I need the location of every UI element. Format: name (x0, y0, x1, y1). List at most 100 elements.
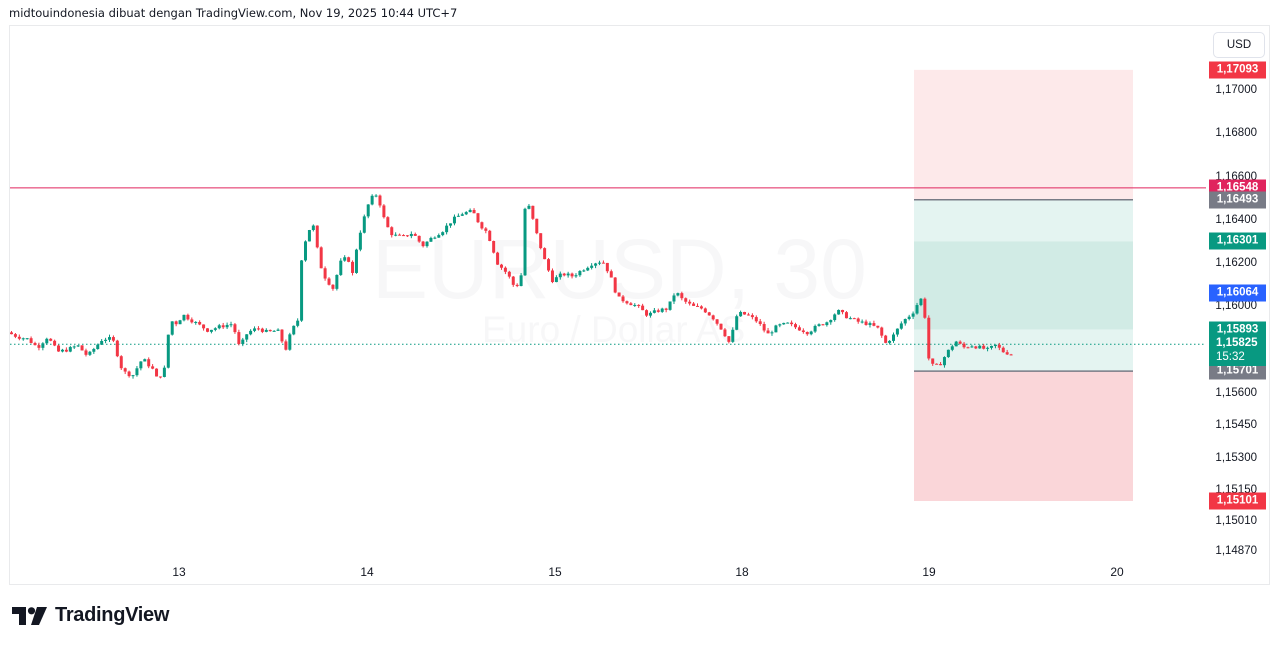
price-tick: 1,16200 (1215, 257, 1257, 270)
candle-down (539, 233, 543, 249)
candle-down (221, 325, 225, 328)
candle-down (402, 235, 405, 237)
time-tick: 18 (735, 565, 749, 579)
candle-up (311, 225, 315, 231)
candle-up (25, 338, 29, 340)
candle-down (268, 329, 272, 332)
candle-down (174, 321, 178, 325)
candle-down (198, 321, 202, 325)
candle-up (672, 295, 676, 302)
candle-down (974, 346, 978, 349)
candle-down (29, 338, 33, 343)
time-axis[interactable]: 13 14 15 18 19 20 (10, 560, 1206, 584)
candle-down (53, 340, 57, 346)
candle-down (641, 305, 645, 311)
candle-up (354, 249, 358, 273)
candle-up (162, 367, 166, 377)
candle-down (637, 304, 641, 306)
candle-up (954, 341, 958, 347)
candle-down (492, 240, 496, 253)
candle-down (10, 332, 13, 335)
candle-up (911, 313, 915, 317)
candle-down (656, 310, 660, 312)
candle-up (590, 265, 594, 268)
time-tick: 19 (922, 565, 936, 579)
candle-up (860, 321, 864, 323)
candle-down (688, 301, 692, 304)
long-target-zone-extended (914, 241, 1133, 330)
chart-frame (9, 25, 1270, 585)
candle-up (96, 344, 100, 350)
candle-down (323, 268, 327, 279)
candle-up (660, 308, 664, 312)
candle-down (484, 228, 488, 231)
candle-down (790, 322, 794, 325)
price-axis[interactable]: 1,17000 1,16800 1,16600 1,16400 1,16200 1,160… (1206, 26, 1269, 584)
candle-up (915, 305, 919, 314)
candle-down (743, 311, 747, 315)
candle-up (343, 257, 347, 261)
candle-up (304, 241, 307, 261)
candle-down (625, 301, 629, 304)
candle-down (256, 328, 260, 330)
candle-up (648, 312, 652, 316)
candle-up (786, 322, 790, 324)
candle-up (370, 195, 374, 205)
bar-countdown: 15:32 (1216, 351, 1245, 364)
chart-plot-area[interactable]: EURUSD, 30 Euro / Dollar AS (10, 26, 1206, 556)
candle-down (876, 325, 880, 328)
candle-down (398, 234, 402, 236)
candle-up (668, 301, 672, 310)
candle-up (731, 329, 735, 342)
price-label: 1,15893 (1209, 321, 1266, 339)
candle-down (958, 341, 962, 344)
candle-up (264, 329, 268, 332)
candle-down (206, 328, 209, 332)
candle-down (496, 252, 500, 265)
candle-down (13, 334, 17, 337)
candle-up (249, 330, 253, 335)
candle-up (449, 223, 453, 226)
candle-up (554, 277, 558, 283)
candle-down (664, 308, 668, 310)
currency-button[interactable]: USD (1213, 32, 1265, 58)
candle-down (550, 270, 554, 283)
candle-up (993, 344, 997, 346)
candle-down (123, 368, 127, 372)
candle-up (307, 230, 311, 242)
candle-down (472, 209, 476, 214)
candle-up (276, 329, 280, 331)
candle-up (888, 340, 892, 343)
candle-up (986, 347, 990, 349)
candle-up (574, 275, 578, 277)
candle-up (837, 309, 841, 315)
candle-up (445, 225, 449, 233)
candle-up (433, 237, 437, 239)
candle-down (570, 273, 574, 277)
price-tick: 1,16400 (1215, 213, 1257, 226)
candle-down (601, 262, 605, 264)
candle-up (135, 368, 139, 376)
candle-up (409, 233, 413, 237)
candle-up (92, 349, 96, 352)
candle-up (817, 324, 821, 326)
candle-up (598, 262, 601, 264)
candle-down (507, 271, 511, 277)
candle-down (962, 343, 966, 348)
candle-up (217, 325, 221, 329)
candle-down (535, 218, 539, 234)
price-label: 1,17093 (1209, 61, 1266, 79)
candle-down (872, 323, 876, 326)
candle-up (194, 321, 198, 323)
tradingview-logo[interactable]: TradingView (12, 604, 169, 627)
candle-up (778, 324, 782, 326)
candle-up (523, 208, 527, 276)
candle-up (942, 357, 946, 366)
candle-down (531, 205, 535, 219)
candle-up (460, 214, 464, 216)
candle-down (766, 330, 770, 334)
candle-up (253, 328, 257, 331)
candle-up (288, 334, 292, 350)
candle-up (21, 338, 25, 340)
candle-up (468, 209, 472, 213)
